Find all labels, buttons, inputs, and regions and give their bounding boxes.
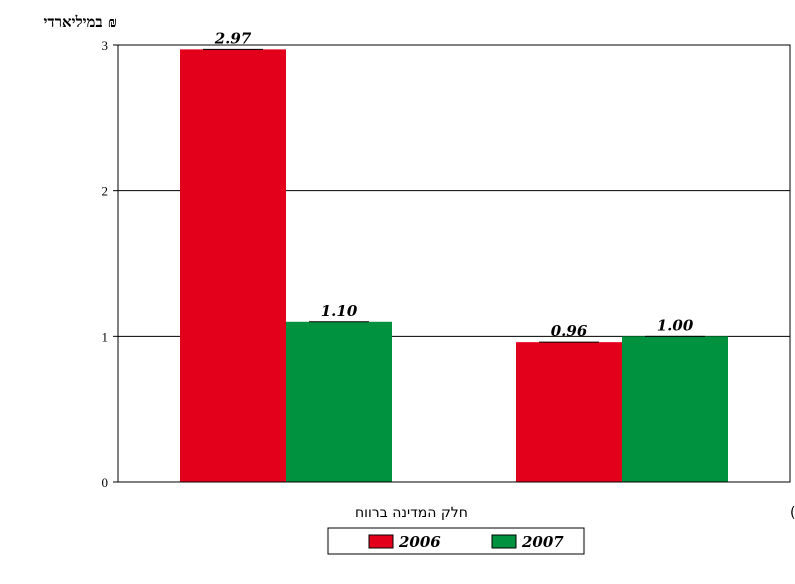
data-label-2007-2: 1.00 [657, 316, 694, 334]
legend-swatch-2006 [368, 534, 394, 549]
legend-swatch-2007 [491, 534, 517, 549]
category-labels: חלק המדינה ברווח חלק המדינה ברווח (בנטרול… [355, 505, 795, 521]
data-label-2006-1: 2.97 [214, 29, 252, 47]
category-label-2: חלק המדינה ברווח (בנטרול חברת בז"ן) [790, 505, 795, 521]
legend-label-2007: 2007 [521, 533, 564, 551]
legend-frame [327, 527, 585, 555]
bar-2006-1 [180, 49, 286, 483]
category-label-1: חלק המדינה ברווח [355, 505, 468, 521]
y-tick-label: 1 [102, 329, 109, 344]
bar-2006-2 [516, 342, 622, 482]
data-labels: 2.97 1.10 0.96 1.00 [203, 29, 705, 343]
data-label-2006-2: 0.96 [551, 322, 588, 340]
bar-2007-1 [286, 321, 392, 482]
legend: 2006 2007 [327, 527, 585, 555]
y-axis-ticks: 0 1 2 3 [102, 38, 118, 490]
plot-area-frame [117, 44, 791, 483]
unit-label: במיליארדי ₪ [44, 13, 118, 31]
bars [180, 49, 728, 483]
y-tick-label: 2 [102, 184, 109, 199]
y-tick-label: 0 [102, 475, 109, 490]
data-label-2007-1: 1.10 [321, 302, 358, 320]
y-tick-label: 3 [102, 38, 109, 53]
legend-label-2006: 2006 [398, 533, 441, 551]
bar-2007-2 [622, 336, 728, 482]
